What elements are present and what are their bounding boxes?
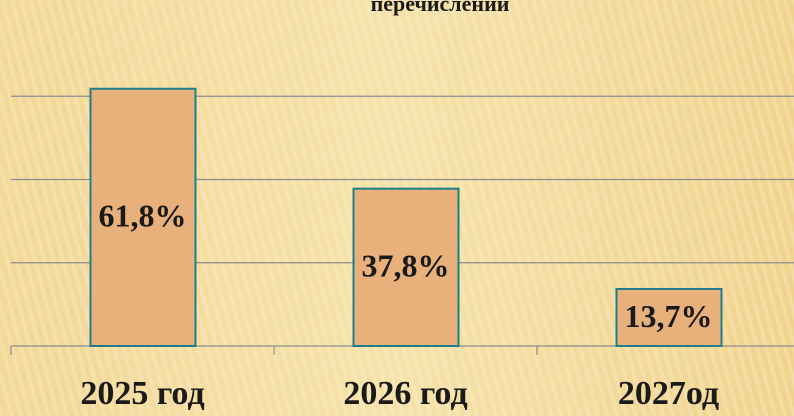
bar [352,187,460,347]
x-tick-label: 2025 год [80,375,204,412]
x-tick-label: 2026 год [343,375,467,412]
chart-title: перечислений [371,0,510,16]
x-tick-label: 2027од [618,375,719,412]
bar [615,287,723,348]
data-label: 13,7% [625,298,713,334]
data-label: 37,8% [362,248,450,284]
data-label: 61,8% [99,198,187,234]
bar [89,87,197,347]
